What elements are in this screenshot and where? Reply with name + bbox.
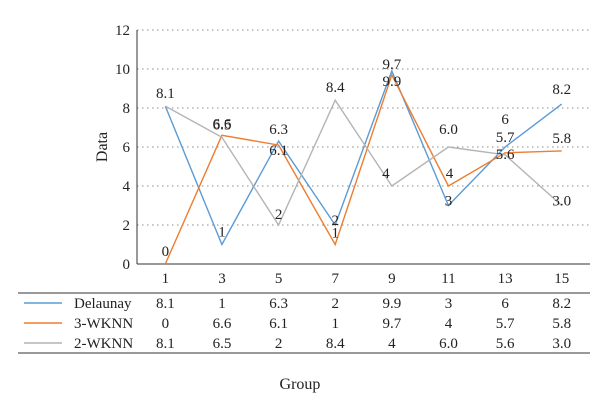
y-tick-label: 4 bbox=[123, 179, 131, 195]
series-name: Delaunay bbox=[74, 296, 132, 312]
data-label: 5.6 bbox=[496, 147, 515, 163]
table-cell: 2 bbox=[275, 336, 283, 352]
data-label: 6.1 bbox=[269, 143, 288, 159]
x-tick-label: 11 bbox=[441, 271, 455, 287]
table-cell: 8.1 bbox=[156, 296, 175, 312]
data-label: 9.7 bbox=[382, 57, 401, 73]
series-line-3-wknn bbox=[164, 73, 562, 265]
y-tick-label: 12 bbox=[115, 23, 130, 39]
x-tick-label: 5 bbox=[275, 271, 283, 287]
table-cell: 6 bbox=[501, 296, 509, 312]
y-tick-label: 8 bbox=[123, 101, 131, 117]
x-tick-label: 9 bbox=[388, 271, 396, 287]
series-line-delaunay bbox=[164, 68, 563, 247]
data-label: 2 bbox=[275, 207, 283, 223]
table-cell: 6.0 bbox=[439, 336, 458, 352]
y-tick-label: 2 bbox=[123, 218, 131, 234]
table-cell: 9.9 bbox=[382, 296, 401, 312]
table-cell: 1 bbox=[331, 316, 339, 332]
series-name: 2-WKNN bbox=[74, 336, 133, 352]
table-cell: 6.1 bbox=[269, 316, 288, 332]
x-tick-label: 3 bbox=[218, 271, 226, 287]
data-label: 8.1 bbox=[156, 86, 175, 102]
table-cell: 5.6 bbox=[496, 336, 515, 352]
data-label: 6.6 bbox=[213, 116, 232, 132]
data-labels: 8.106.66.516.36.128.4219.99.746.04365.75… bbox=[156, 57, 571, 260]
data-label: 1 bbox=[218, 225, 226, 241]
table-cell: 3 bbox=[445, 296, 453, 312]
table-cell: 1 bbox=[218, 296, 226, 312]
data-label: 6.5 bbox=[213, 117, 232, 133]
data-label: 6.3 bbox=[269, 122, 288, 138]
data-label: 8.4 bbox=[326, 80, 345, 96]
data-label: 5.8 bbox=[552, 131, 571, 147]
data-label: 4 bbox=[382, 166, 390, 182]
data-label: 6.0 bbox=[439, 122, 458, 138]
table-cell: 8.2 bbox=[552, 296, 571, 312]
table-cell: 8.4 bbox=[326, 336, 345, 352]
x-tick-label: 1 bbox=[162, 271, 170, 287]
data-label: 6 bbox=[501, 112, 509, 128]
table-cell: 6.3 bbox=[269, 296, 288, 312]
y-tick-label: 6 bbox=[123, 140, 131, 156]
data-label: 9.9 bbox=[382, 74, 401, 90]
table-cell: 3.0 bbox=[552, 336, 571, 352]
table-cell: 9.7 bbox=[382, 316, 401, 332]
x-tick-label: 15 bbox=[554, 271, 569, 287]
data-table: Delaunay 8.1 1 6.3 2 9.9 3 6 8.2 3-WKNN 0 6.6 6.1 1 9.… bbox=[18, 292, 590, 354]
table-cell: 5.8 bbox=[552, 316, 571, 332]
series-lines bbox=[164, 68, 563, 265]
table-cell: 6.6 bbox=[213, 316, 232, 332]
y-tick-label: 0 bbox=[123, 257, 131, 273]
data-label: 8.2 bbox=[552, 82, 571, 98]
data-label: 1 bbox=[331, 226, 339, 242]
data-label: 5.7 bbox=[496, 130, 515, 146]
table-cell: 4 bbox=[445, 316, 453, 332]
series-line-2-wknn bbox=[164, 98, 563, 227]
table-cell: 4 bbox=[388, 336, 396, 352]
x-tick-label: 7 bbox=[331, 271, 339, 287]
table-cell: 8.1 bbox=[156, 336, 175, 352]
table-cell: 2 bbox=[331, 296, 339, 312]
data-label: 3.0 bbox=[552, 194, 571, 210]
series-name: 3-WKNN bbox=[74, 316, 133, 332]
x-axis-title: Group bbox=[280, 376, 321, 393]
x-tick-label: 13 bbox=[498, 271, 513, 287]
data-label: 2 bbox=[331, 213, 339, 229]
data-label: 4 bbox=[446, 166, 454, 182]
table-cell: 6.5 bbox=[213, 336, 232, 352]
y-axis-title: Data bbox=[94, 132, 111, 162]
data-label: 0 bbox=[162, 244, 170, 260]
table-cell: 0 bbox=[162, 316, 170, 332]
y-tick-label: 10 bbox=[115, 62, 130, 78]
table-cell: 5.7 bbox=[496, 316, 515, 332]
data-label: 3 bbox=[445, 194, 453, 210]
